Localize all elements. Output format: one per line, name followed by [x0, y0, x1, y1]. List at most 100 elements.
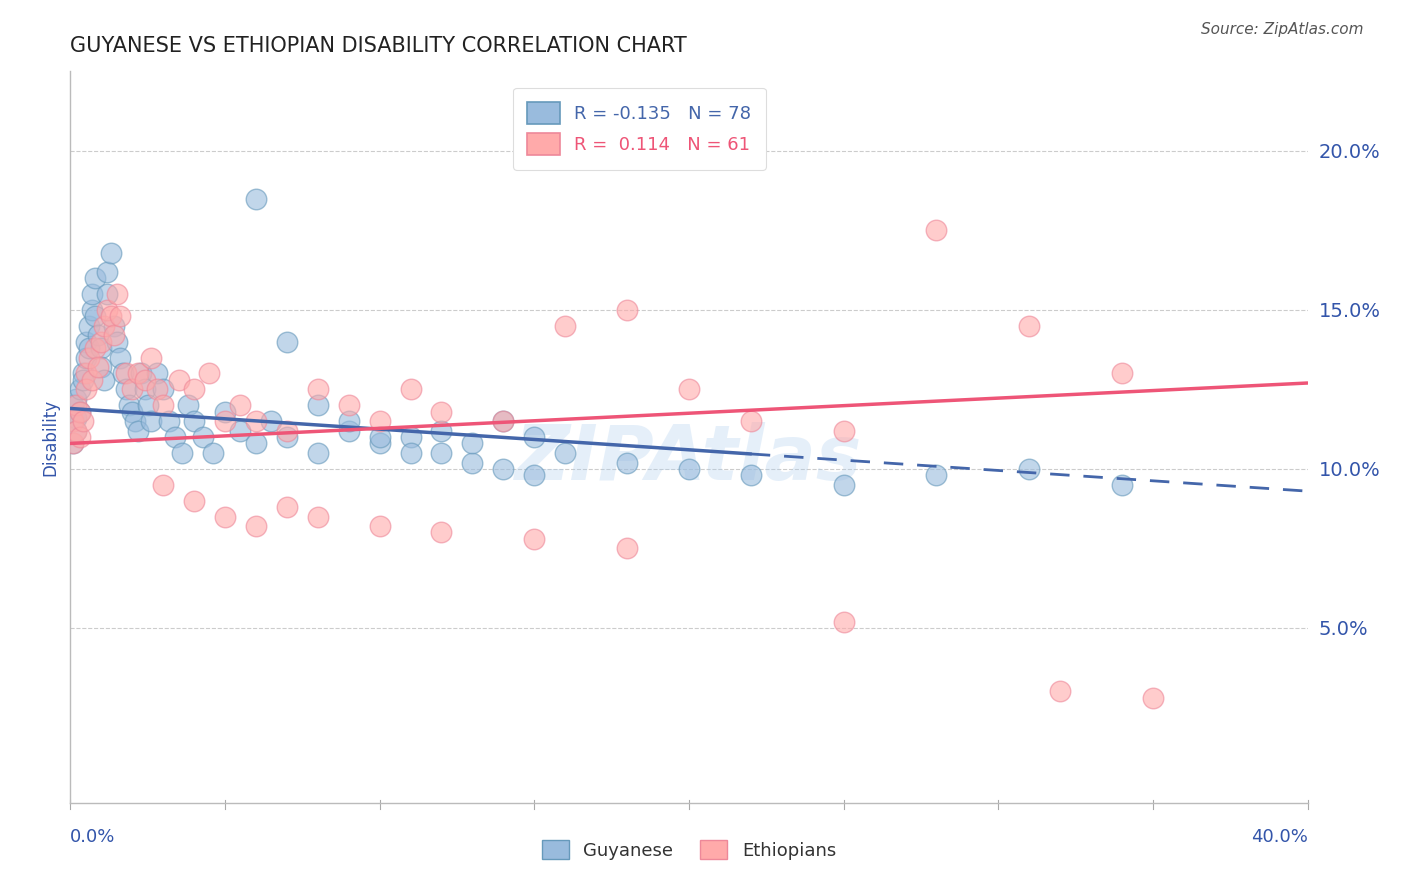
- Point: [165, 430, 187, 444]
- Point: [399, 383, 422, 397]
- Point: [93, 318, 115, 333]
- Point: [1111, 477, 1133, 491]
- Point: [77, 351, 100, 365]
- Point: [103, 318, 125, 333]
- Point: [832, 477, 855, 491]
- Point: [65, 424, 87, 438]
- Point: [65, 398, 87, 412]
- Point: [84, 271, 107, 285]
- Point: [62, 414, 84, 428]
- Point: [121, 404, 143, 418]
- Point: [337, 414, 360, 428]
- Point: [307, 383, 329, 397]
- Point: [105, 334, 128, 349]
- Point: [167, 373, 190, 387]
- Point: [152, 477, 174, 491]
- Point: [214, 509, 236, 524]
- Point: [1142, 690, 1164, 705]
- Point: [62, 436, 84, 450]
- Point: [69, 383, 91, 397]
- Point: [111, 367, 134, 381]
- Point: [146, 383, 169, 397]
- Point: [127, 367, 149, 381]
- Point: [276, 500, 298, 514]
- Point: [399, 430, 422, 444]
- Text: GUYANESE VS ETHIOPIAN DISABILITY CORRELATION CHART: GUYANESE VS ETHIOPIAN DISABILITY CORRELA…: [70, 36, 688, 56]
- Point: [90, 334, 112, 349]
- Point: [75, 351, 97, 365]
- Point: [121, 383, 143, 397]
- Point: [136, 398, 159, 412]
- Point: [307, 398, 329, 412]
- Text: ZIPAtlas: ZIPAtlas: [515, 422, 863, 496]
- Point: [65, 424, 87, 438]
- Point: [523, 468, 546, 483]
- Point: [139, 414, 162, 428]
- Text: Source: ZipAtlas.com: Source: ZipAtlas.com: [1201, 22, 1364, 37]
- Point: [214, 404, 236, 418]
- Point: [461, 436, 484, 450]
- Point: [554, 446, 576, 460]
- Point: [65, 411, 87, 425]
- Point: [72, 367, 94, 381]
- Point: [100, 245, 122, 260]
- Point: [108, 310, 131, 324]
- Point: [93, 373, 115, 387]
- Point: [430, 446, 453, 460]
- Point: [183, 383, 205, 397]
- Point: [69, 430, 91, 444]
- Point: [131, 367, 153, 381]
- Legend: Guyanese, Ethiopians: Guyanese, Ethiopians: [534, 832, 844, 867]
- Point: [276, 430, 298, 444]
- Point: [399, 446, 422, 460]
- Point: [307, 509, 329, 524]
- Point: [198, 367, 221, 381]
- Point: [368, 519, 391, 533]
- Point: [492, 414, 515, 428]
- Point: [152, 383, 174, 397]
- Point: [276, 334, 298, 349]
- Point: [1018, 462, 1040, 476]
- Point: [740, 468, 762, 483]
- Point: [1018, 318, 1040, 333]
- Point: [740, 414, 762, 428]
- Point: [461, 456, 484, 470]
- Point: [75, 367, 97, 381]
- Point: [80, 302, 103, 317]
- Point: [523, 430, 546, 444]
- Point: [245, 192, 267, 206]
- Point: [72, 414, 94, 428]
- Point: [832, 615, 855, 629]
- Point: [183, 414, 205, 428]
- Point: [170, 446, 193, 460]
- Point: [832, 424, 855, 438]
- Point: [430, 424, 453, 438]
- Point: [193, 430, 215, 444]
- Point: [96, 265, 118, 279]
- Point: [62, 414, 84, 428]
- Point: [430, 404, 453, 418]
- Y-axis label: Disability: Disability: [41, 399, 59, 475]
- Point: [177, 398, 200, 412]
- Point: [616, 456, 638, 470]
- Point: [134, 373, 156, 387]
- Point: [1111, 367, 1133, 381]
- Point: [214, 414, 236, 428]
- Text: 40.0%: 40.0%: [1251, 829, 1308, 847]
- Point: [84, 341, 107, 355]
- Point: [105, 287, 128, 301]
- Point: [115, 383, 138, 397]
- Point: [90, 341, 112, 355]
- Point: [152, 398, 174, 412]
- Point: [925, 223, 948, 237]
- Point: [96, 287, 118, 301]
- Point: [84, 310, 107, 324]
- Point: [616, 541, 638, 556]
- Point: [245, 519, 267, 533]
- Point: [62, 398, 84, 412]
- Point: [492, 462, 515, 476]
- Point: [115, 367, 138, 381]
- Point: [139, 351, 162, 365]
- Point: [118, 398, 141, 412]
- Point: [75, 334, 97, 349]
